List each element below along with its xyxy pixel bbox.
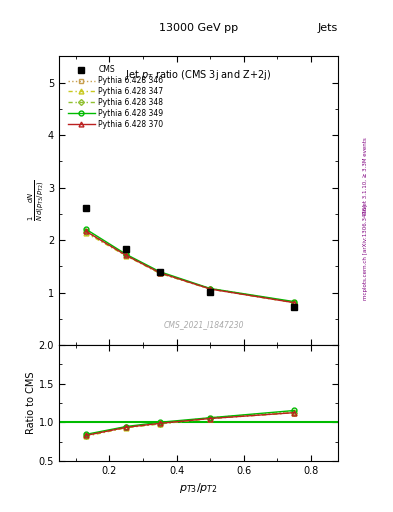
Pythia 6.428 347 (124, 253, 129, 259)
Text: 13000 GeV pp: 13000 GeV pp (159, 23, 238, 33)
Text: CMS_2021_I1847230: CMS_2021_I1847230 (164, 321, 244, 330)
Line: Pythia 6.428 370: Pythia 6.428 370 (83, 229, 297, 305)
Text: mcplots.cern.ch [arXiv:1306.3436]: mcplots.cern.ch [arXiv:1306.3436] (363, 204, 368, 300)
Pythia 6.428 347 (158, 270, 162, 276)
CMS (208, 289, 213, 295)
Pythia 6.428 346 (124, 252, 129, 258)
Pythia 6.428 370 (292, 300, 297, 306)
Line: Pythia 6.428 349: Pythia 6.428 349 (83, 227, 297, 304)
Pythia 6.428 348 (158, 270, 162, 276)
CMS (124, 246, 129, 252)
CMS (292, 304, 297, 310)
Y-axis label: Ratio to CMS: Ratio to CMS (26, 372, 36, 434)
Y-axis label: $\frac{1}{N}\frac{dN}{d(p_{T3}/p_{T2})}$: $\frac{1}{N}\frac{dN}{d(p_{T3}/p_{T2})}$ (27, 180, 46, 221)
Line: Pythia 6.428 346: Pythia 6.428 346 (83, 228, 297, 305)
Pythia 6.428 347 (208, 286, 213, 292)
Text: Jets: Jets (318, 23, 338, 33)
Pythia 6.428 347 (83, 230, 88, 236)
Pythia 6.428 349 (208, 285, 213, 291)
Pythia 6.428 346 (83, 228, 88, 234)
Line: Pythia 6.428 347: Pythia 6.428 347 (83, 230, 297, 305)
Pythia 6.428 349 (158, 269, 162, 275)
Pythia 6.428 348 (208, 286, 213, 292)
Line: CMS: CMS (83, 204, 298, 311)
Pythia 6.428 346 (292, 299, 297, 305)
Pythia 6.428 370 (124, 252, 129, 259)
CMS (158, 269, 162, 275)
Pythia 6.428 348 (83, 229, 88, 235)
Pythia 6.428 370 (83, 228, 88, 234)
Pythia 6.428 370 (208, 286, 213, 292)
Pythia 6.428 349 (83, 226, 88, 232)
Line: Pythia 6.428 348: Pythia 6.428 348 (84, 230, 296, 305)
Pythia 6.428 348 (292, 300, 297, 306)
Pythia 6.428 349 (124, 251, 129, 258)
CMS (83, 204, 88, 210)
Pythia 6.428 349 (292, 298, 297, 305)
Text: Jet $p_T$ ratio (CMS 3j and Z+2j): Jet $p_T$ ratio (CMS 3j and Z+2j) (125, 68, 272, 82)
Pythia 6.428 370 (158, 270, 162, 276)
Text: Rivet 3.1.10, ≥ 3.3M events: Rivet 3.1.10, ≥ 3.3M events (363, 137, 368, 214)
Pythia 6.428 348 (124, 252, 129, 259)
Pythia 6.428 346 (208, 285, 213, 291)
Pythia 6.428 346 (158, 270, 162, 276)
Pythia 6.428 347 (292, 300, 297, 306)
X-axis label: $p_{T3}/p_{T2}$: $p_{T3}/p_{T2}$ (179, 481, 218, 495)
Legend: CMS, Pythia 6.428 346, Pythia 6.428 347, Pythia 6.428 348, Pythia 6.428 349, Pyt: CMS, Pythia 6.428 346, Pythia 6.428 347,… (65, 62, 167, 132)
